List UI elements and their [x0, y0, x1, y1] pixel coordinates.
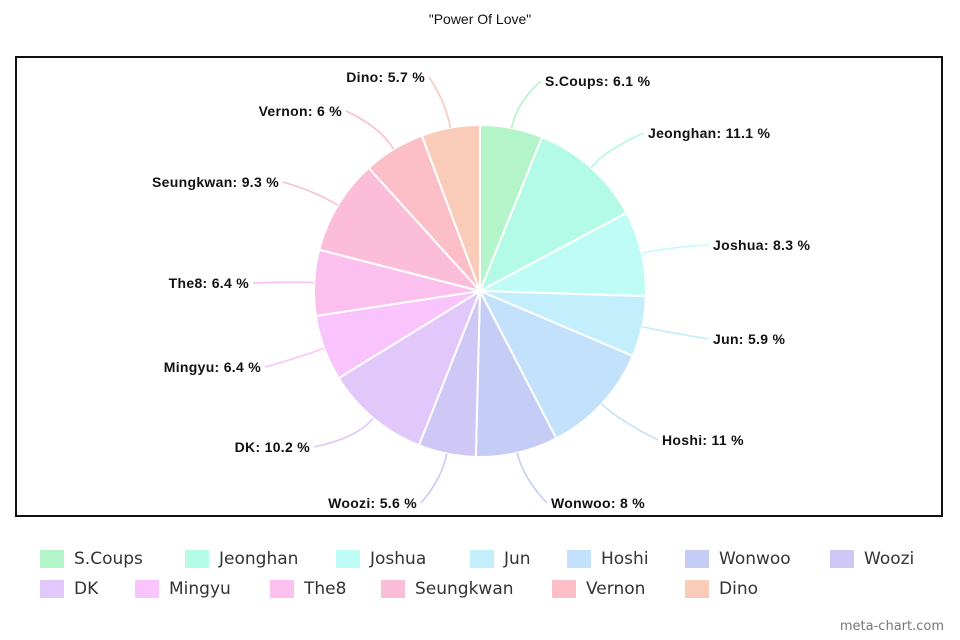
- legend-item[interactable]: Mingyu: [135, 576, 231, 602]
- leader-line: [516, 452, 548, 504]
- legend-label: Vernon: [586, 579, 646, 599]
- legend-item[interactable]: S.Coups: [40, 546, 143, 572]
- slice-label: S.Coups: 6.1 %: [545, 73, 651, 89]
- pie-slice-joshua[interactable]: [476, 211, 647, 298]
- leader-line: [252, 281, 315, 284]
- slice-label: Jun: 5.9 %: [713, 331, 785, 347]
- legend: S.Coups Jeonghan Joshua Jun Hoshi Wonwoo Woozi…: [40, 546, 940, 606]
- legend-swatch: [567, 550, 591, 568]
- leader-line: [282, 181, 339, 206]
- legend-label: S.Coups: [74, 549, 143, 569]
- legend-item[interactable]: Seungkwan: [381, 576, 514, 602]
- slice-label: Jeonghan: 11.1 %: [648, 125, 771, 141]
- legend-swatch: [685, 550, 709, 568]
- legend-swatch: [381, 580, 405, 598]
- slice-label: Dino: 5.7 %: [346, 69, 425, 85]
- legend-label: Wonwoo: [719, 549, 791, 569]
- legend-label: Jun: [504, 549, 531, 569]
- pie-slice-jeonghan[interactable]: [478, 135, 628, 294]
- legend-swatch: [552, 580, 576, 598]
- legend-item[interactable]: The8: [270, 576, 346, 602]
- slice-label: DK: 10.2 %: [235, 439, 311, 455]
- leader-line: [345, 110, 395, 150]
- leader-line: [641, 244, 710, 255]
- legend-swatch: [830, 550, 854, 568]
- slice-label: The8: 6.4 %: [169, 275, 250, 291]
- legend-swatch: [685, 580, 709, 598]
- legend-item[interactable]: Wonwoo: [685, 546, 791, 572]
- chart-title: "Power Of Love": [428, 11, 532, 27]
- legend-swatch: [270, 580, 294, 598]
- legend-item[interactable]: Jeonghan: [185, 546, 298, 572]
- legend-swatch: [470, 550, 494, 568]
- legend-label: The8: [304, 579, 347, 599]
- legend-swatch: [40, 550, 64, 568]
- slice-label: Wonwoo: 8 %: [551, 495, 645, 511]
- legend-swatch: [336, 550, 360, 568]
- legend-item[interactable]: Jun: [470, 546, 531, 572]
- legend-swatch: [40, 580, 64, 598]
- legend-item[interactable]: DK: [40, 576, 98, 602]
- leader-line: [601, 403, 659, 441]
- slice-label: Vernon: 6 %: [259, 103, 343, 119]
- legend-item[interactable]: Woozi: [830, 546, 914, 572]
- legend-item[interactable]: Vernon: [552, 576, 645, 602]
- slice-label: Hoshi: 11 %: [662, 432, 744, 448]
- slice-label: Joshua: 8.3 %: [713, 237, 811, 253]
- legend-label: Dino: [719, 579, 758, 599]
- legend-item[interactable]: Joshua: [336, 546, 426, 572]
- leader-line: [264, 347, 325, 368]
- legend-item[interactable]: Dino: [685, 576, 758, 602]
- watermark: meta-chart.com: [839, 619, 944, 634]
- legend-label: Joshua: [370, 549, 427, 569]
- legend-row: DK Mingyu The8 Seungkwan Vernon Dino: [40, 576, 940, 606]
- slice-label: Woozi: 5.6 %: [328, 495, 417, 511]
- legend-row: S.Coups Jeonghan Joshua Jun Hoshi Wonwoo Woozi: [40, 546, 940, 576]
- legend-swatch: [185, 550, 209, 568]
- legend-label: Woozi: [864, 549, 915, 569]
- leader-line: [510, 80, 542, 129]
- leader-line: [428, 76, 452, 128]
- legend-label: Hoshi: [601, 549, 649, 569]
- pie-slice-hoshi[interactable]: [477, 288, 635, 440]
- leader-line: [590, 132, 645, 169]
- legend-item[interactable]: Hoshi: [567, 546, 649, 572]
- legend-label: Jeonghan: [219, 549, 299, 569]
- legend-label: Seungkwan: [415, 579, 514, 599]
- legend-label: DK: [74, 579, 99, 599]
- leader-line: [641, 325, 710, 340]
- leader-line: [313, 417, 375, 448]
- legend-label: Mingyu: [169, 579, 231, 599]
- legend-swatch: [135, 580, 159, 598]
- leader-line: [420, 453, 448, 504]
- slice-label: Seungkwan: 9.3 %: [152, 174, 279, 190]
- slice-label: Mingyu: 6.4 %: [164, 359, 261, 375]
